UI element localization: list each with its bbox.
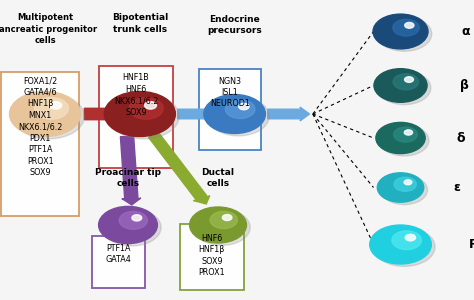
Text: Multipotent
pancreatic progenitor
cells: Multipotent pancreatic progenitor cells (0, 14, 97, 45)
Circle shape (405, 22, 414, 28)
FancyBboxPatch shape (180, 224, 244, 290)
Circle shape (102, 209, 161, 246)
Circle shape (222, 214, 232, 220)
Circle shape (9, 92, 81, 136)
Circle shape (405, 77, 413, 82)
Circle shape (381, 175, 428, 205)
Circle shape (34, 98, 68, 119)
Circle shape (13, 94, 84, 139)
Circle shape (393, 74, 419, 90)
Circle shape (378, 71, 431, 105)
Circle shape (393, 127, 417, 142)
Text: β: β (460, 79, 469, 92)
Circle shape (370, 225, 431, 264)
Circle shape (204, 94, 265, 134)
Circle shape (377, 173, 424, 202)
Circle shape (119, 212, 147, 229)
Circle shape (208, 97, 269, 136)
Circle shape (392, 231, 421, 250)
Circle shape (405, 234, 416, 241)
Circle shape (374, 69, 427, 102)
FancyBboxPatch shape (199, 69, 261, 150)
FancyArrow shape (84, 106, 123, 122)
Text: ε: ε (454, 181, 461, 194)
FancyBboxPatch shape (99, 66, 173, 168)
FancyArrow shape (120, 136, 141, 205)
Circle shape (193, 209, 250, 245)
FancyArrow shape (178, 107, 217, 121)
Circle shape (404, 180, 412, 185)
Text: HNF6
HNF1β
SOX9
PROX1: HNF6 HNF1β SOX9 PROX1 (199, 234, 225, 277)
Circle shape (239, 103, 249, 110)
FancyBboxPatch shape (92, 236, 145, 288)
Text: PP: PP (469, 238, 474, 251)
Circle shape (129, 98, 163, 119)
Text: FOXA1/2
GATA4/6
HNF1β
MNX1
NKX6.1/6.2
PDX1
PTF1A
PROX1
SOX9: FOXA1/2 GATA4/6 HNF1β MNX1 NKX6.1/6.2 PD… (18, 76, 63, 177)
Circle shape (377, 16, 432, 51)
Text: Endocrine
precursors: Endocrine precursors (207, 15, 262, 35)
Text: Bipotential
trunk cells: Bipotential trunk cells (112, 14, 168, 34)
FancyArrow shape (268, 107, 310, 121)
Text: α: α (461, 25, 470, 38)
Circle shape (404, 130, 412, 135)
Circle shape (108, 94, 179, 139)
FancyBboxPatch shape (1, 72, 79, 216)
Circle shape (132, 215, 142, 221)
Text: Proacinar tip
cells: Proacinar tip cells (95, 168, 161, 188)
Text: Ductal
cells: Ductal cells (201, 168, 235, 188)
Circle shape (104, 92, 175, 136)
Circle shape (380, 125, 429, 156)
Text: δ: δ (456, 131, 465, 145)
Circle shape (226, 100, 255, 118)
Circle shape (50, 102, 62, 109)
Text: PTF1A
GATA4: PTF1A GATA4 (106, 244, 131, 264)
Text: NGN3
ISL1
NEUROD1: NGN3 ISL1 NEUROD1 (210, 76, 250, 108)
Text: HNF1B
HNF6
NKX6.1/6.2
SOX9: HNF1B HNF6 NKX6.1/6.2 SOX9 (114, 74, 158, 117)
Circle shape (99, 206, 157, 244)
Circle shape (210, 211, 237, 229)
FancyArrow shape (148, 134, 210, 204)
Circle shape (145, 102, 156, 109)
Circle shape (190, 207, 246, 243)
Circle shape (376, 122, 425, 154)
Circle shape (393, 19, 419, 36)
Circle shape (394, 177, 416, 191)
Circle shape (373, 14, 428, 49)
Circle shape (374, 227, 435, 266)
